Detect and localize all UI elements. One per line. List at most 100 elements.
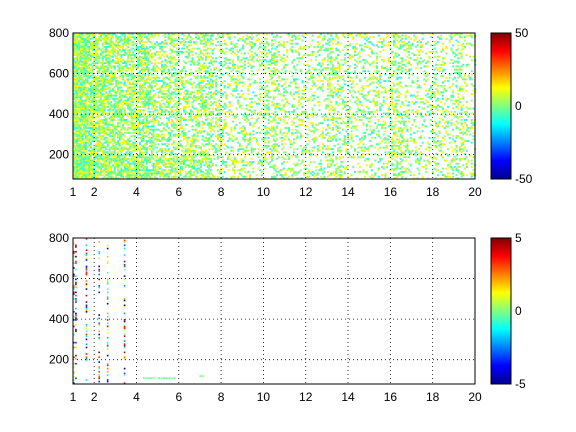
heatmap-cell — [137, 106, 140, 108]
heatmap-cell — [137, 148, 140, 151]
heatmap-cell — [249, 140, 252, 142]
heatmap-cell — [139, 162, 141, 165]
heatmap-cell — [105, 157, 108, 160]
heatmap-cell — [91, 55, 94, 58]
heatmap-cell — [73, 109, 75, 112]
heatmap-cell — [127, 162, 130, 165]
heatmap-cell — [108, 57, 111, 60]
heatmap-cell — [205, 65, 208, 68]
heatmap-cell — [115, 172, 118, 175]
heatmap-cell — [139, 41, 141, 44]
heatmap-cell — [159, 175, 162, 178]
heatmap-cell — [188, 118, 191, 121]
heatmap-cell — [79, 127, 82, 130]
heatmap-cell — [127, 57, 130, 60]
heatmap-cell — [88, 138, 91, 141]
heatmap-cell — [169, 96, 172, 99]
heatmap-cell — [191, 110, 194, 113]
heatmap-cell — [196, 55, 199, 58]
heatmap-cell — [132, 83, 135, 86]
heatmap-cell — [184, 106, 187, 108]
heatmap-cell — [101, 99, 104, 102]
heatmap-cell — [117, 83, 119, 86]
heatmap-cell — [181, 127, 184, 130]
heatmap-cell — [84, 146, 87, 149]
heatmap-cell — [144, 140, 147, 142]
heatmap-cell — [161, 45, 164, 48]
heatmap-cell — [133, 156, 136, 159]
heatmap-cell — [122, 148, 125, 151]
heatmap-cell — [127, 68, 130, 71]
heatmap-cell — [118, 156, 121, 159]
heatmap-cell — [113, 97, 116, 100]
heatmap-cell — [233, 115, 236, 118]
heatmap-cell — [115, 115, 118, 118]
heatmap-cell — [135, 42, 138, 45]
heatmap-cell — [159, 159, 162, 162]
heatmap-cell — [130, 125, 133, 128]
heatmap-cell — [198, 86, 201, 89]
heatmap-cell — [237, 67, 240, 69]
heatmap-cell — [84, 141, 87, 144]
heatmap-cell — [88, 153, 91, 155]
heatmap-cell — [84, 167, 87, 170]
heatmap-cell — [86, 157, 89, 160]
heatmap-cell — [130, 120, 133, 123]
heatmap-cell — [155, 109, 158, 112]
heatmap-cell — [162, 127, 165, 130]
heatmap-cell — [76, 94, 79, 97]
heatmap-cell — [218, 104, 221, 107]
heatmap-cell — [108, 89, 111, 92]
heatmap-cell — [186, 159, 189, 162]
heatmap-cell — [86, 123, 89, 126]
heatmap-cell — [110, 104, 113, 107]
heatmap-cell — [259, 114, 262, 117]
heatmap-cell — [142, 47, 145, 50]
heatmap-cell — [120, 149, 123, 152]
heatmap-cell — [243, 63, 246, 66]
heatmap-cell — [91, 136, 94, 139]
heatmap-cell — [98, 161, 101, 164]
heatmap-cell — [78, 174, 81, 177]
heatmap-cell — [122, 44, 125, 47]
heatmap-cell — [174, 78, 177, 81]
heatmap-cell — [171, 57, 174, 60]
heatmap-cell — [254, 52, 257, 55]
heatmap-cell — [257, 102, 260, 105]
heatmap-cell — [105, 112, 108, 115]
heatmap-cell — [125, 42, 128, 45]
heatmap-cell — [95, 164, 97, 167]
heatmap-cell — [215, 60, 218, 63]
heatmap-cell — [174, 162, 177, 165]
heatmap-cell — [133, 148, 136, 151]
heatmap-cell — [184, 144, 187, 147]
heatmap-cell — [113, 133, 116, 136]
heatmap-cell — [184, 172, 187, 175]
heatmap-cell — [144, 33, 147, 35]
heatmap-cell — [196, 109, 199, 112]
heatmap-cell — [194, 115, 197, 118]
heatmap-cell — [201, 39, 204, 42]
heatmap-cell — [125, 102, 128, 105]
heatmap-cell — [78, 135, 81, 138]
heatmap-cell — [208, 123, 211, 126]
heatmap-cell — [100, 67, 103, 69]
heatmap-cell — [98, 148, 101, 151]
heatmap-cell — [76, 97, 79, 100]
heatmap-cell — [100, 104, 103, 107]
heatmap-cell — [115, 157, 118, 160]
heatmap-cell — [140, 175, 143, 178]
heatmap-cell — [91, 106, 94, 108]
heatmap-cell — [89, 149, 92, 152]
heatmap-cell — [198, 167, 201, 170]
heatmap-cell — [259, 93, 262, 95]
heatmap-cell — [113, 86, 116, 89]
heatmap-cell — [128, 166, 131, 168]
heatmap-cell — [252, 36, 255, 39]
heatmap-cell — [133, 110, 136, 113]
heatmap-cell — [199, 174, 202, 177]
heatmap-cell — [254, 73, 257, 76]
heatmap-cell — [133, 97, 136, 100]
heatmap-cell — [189, 73, 192, 76]
heatmap-cell — [96, 84, 99, 87]
